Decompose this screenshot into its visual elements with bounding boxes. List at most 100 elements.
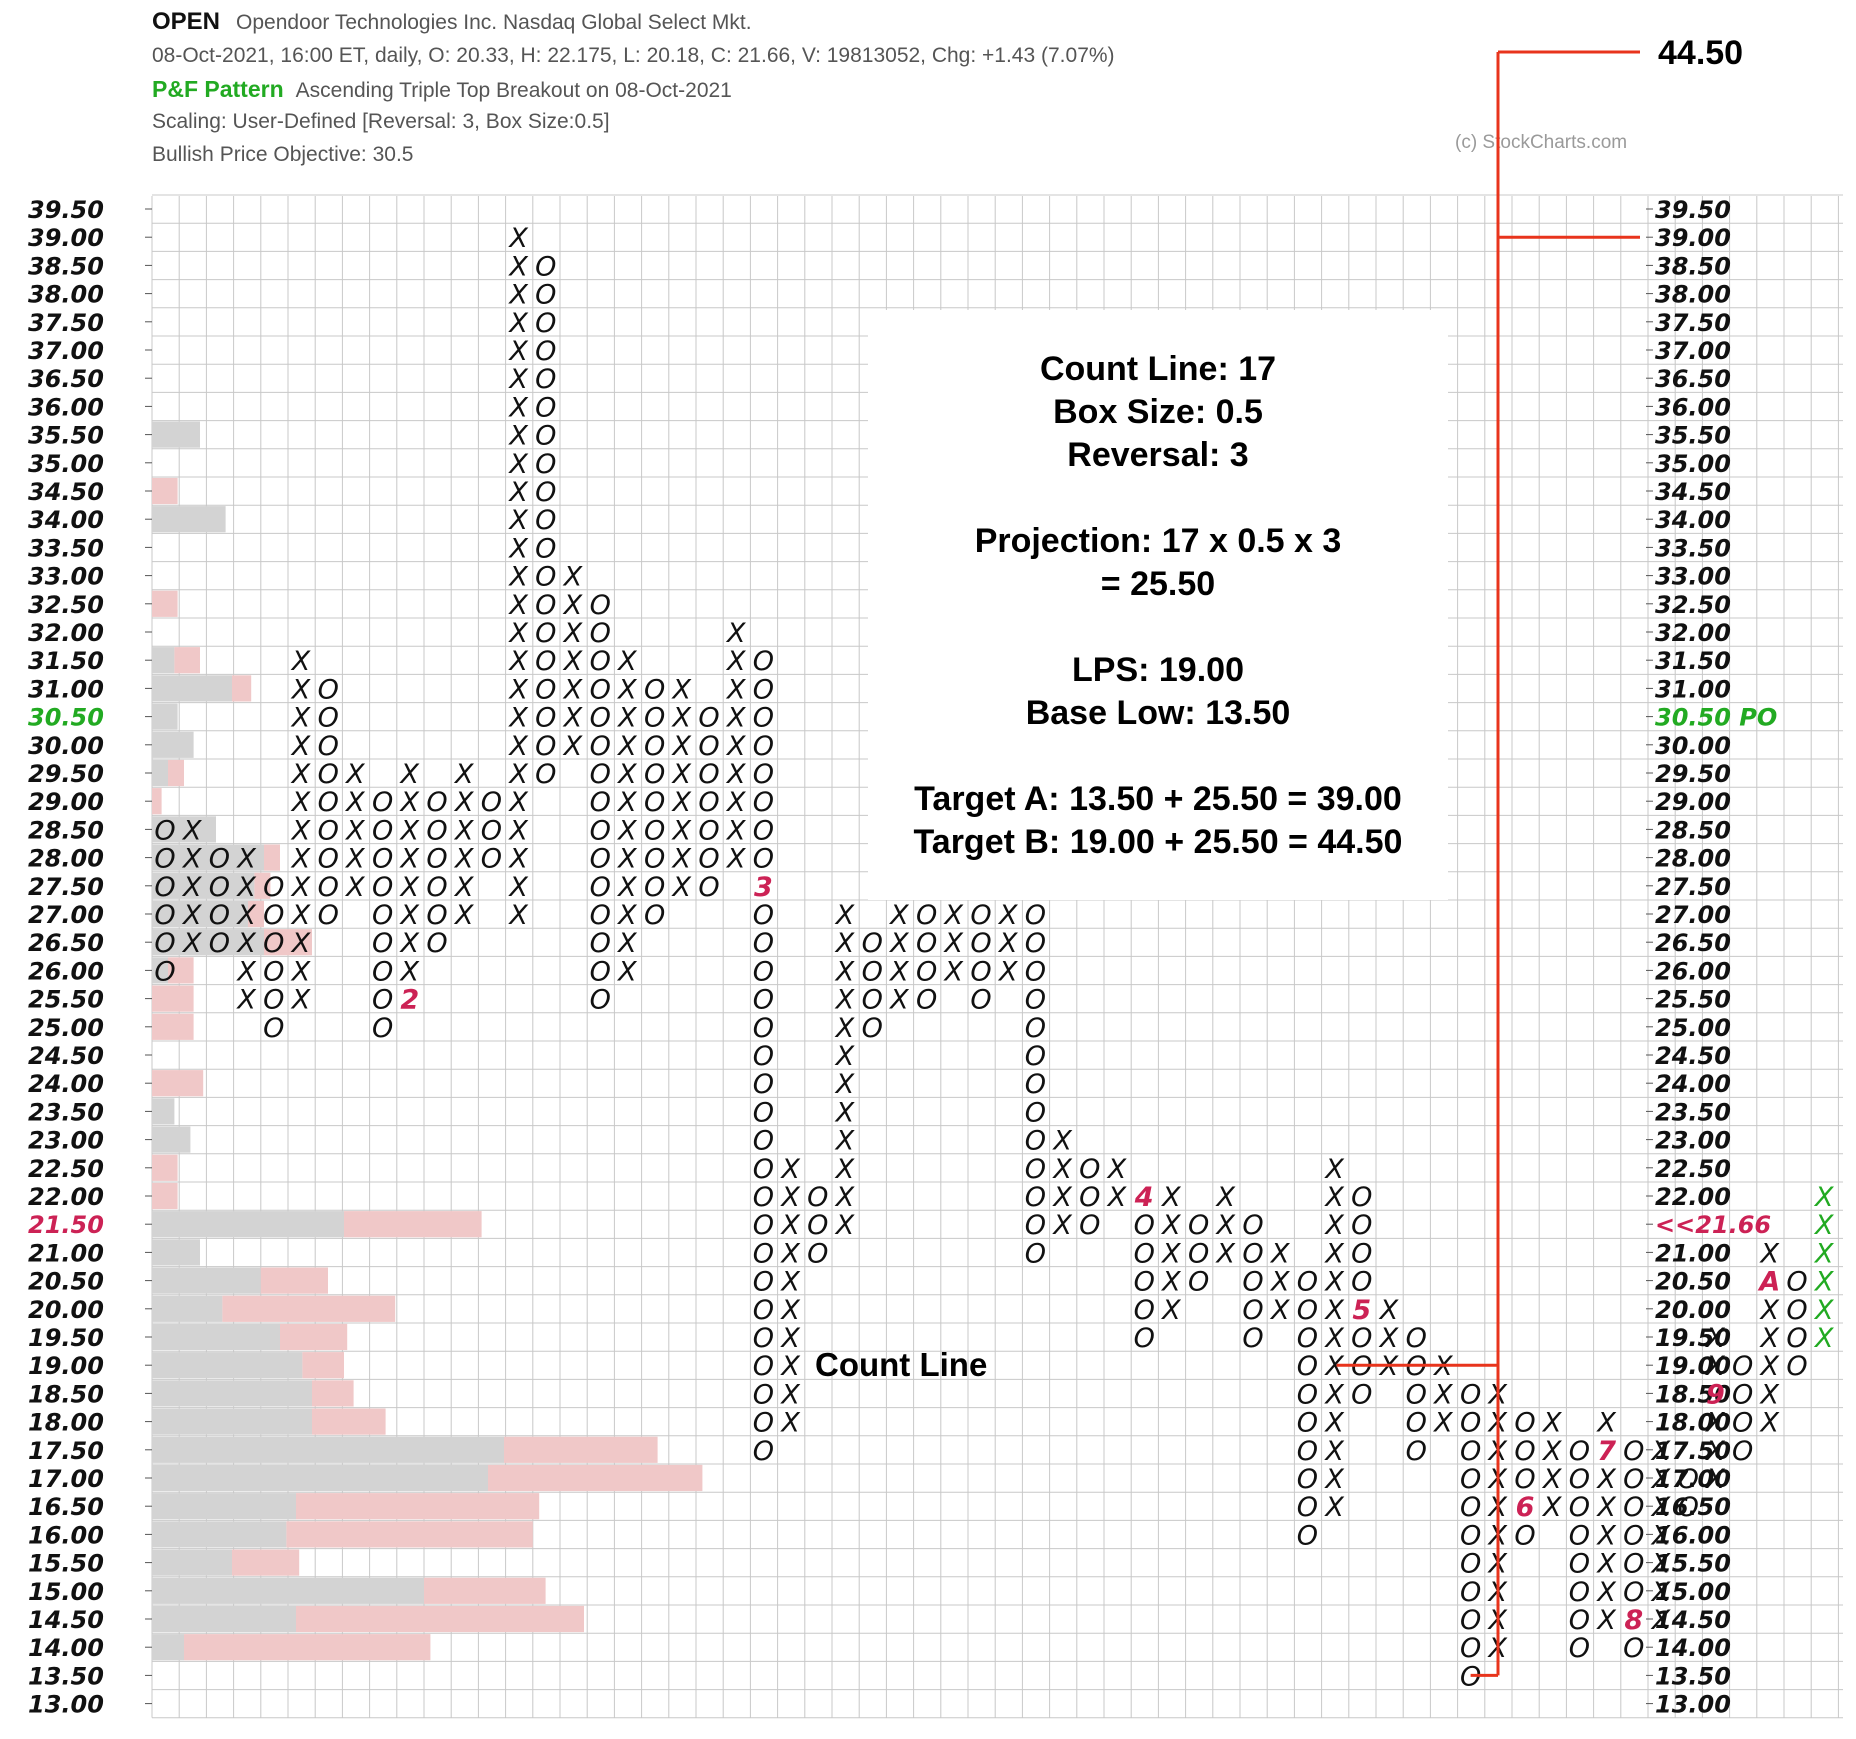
volume-bar-down (152, 1070, 204, 1097)
left-price-tick: 36.00 (28, 393, 104, 421)
x-mark: X (507, 505, 528, 536)
x-mark: X (507, 787, 528, 818)
o-mark: O (1242, 1238, 1263, 1269)
left-price-tick: 16.00 (28, 1521, 104, 1549)
x-mark: X (1595, 1577, 1616, 1608)
left-price-tick: 29.50 (28, 760, 104, 788)
o-mark: O (1460, 1549, 1481, 1580)
right-price-tick: 16.50 (1655, 1493, 1731, 1521)
x-mark: X (1595, 1464, 1616, 1495)
o-mark: O (154, 956, 175, 987)
right-price-tick: 39.50 (1655, 196, 1731, 224)
x-mark: X (1487, 1379, 1508, 1410)
right-price-tick: 36.00 (1655, 393, 1731, 421)
right-price-tick: 35.50 (1655, 422, 1731, 450)
o-mark: O (698, 844, 719, 875)
o-mark: O (154, 872, 175, 903)
o-mark: O (1025, 956, 1046, 987)
right-price-tick: 18.50 (1655, 1380, 1731, 1408)
x-mark: X (1813, 1295, 1834, 1326)
o-mark: O (535, 364, 556, 395)
volume-bar-down (260, 1267, 328, 1294)
o-mark: O (1188, 1210, 1209, 1241)
right-price-tick: 29.00 (1655, 788, 1731, 816)
right-price-tick: 15.50 (1655, 1550, 1731, 1578)
left-price-tick: 16.50 (28, 1493, 104, 1521)
left-price-tick: 38.00 (28, 281, 104, 309)
x-mark: X (562, 674, 583, 705)
x-mark: X (1269, 1238, 1290, 1269)
target-b-text: Target B: 19.00 + 25.50 = 44.50 (913, 823, 1403, 861)
o-mark: O (372, 872, 393, 903)
left-price-tick: 32.50 (28, 591, 104, 619)
x-mark: X (507, 703, 528, 734)
x-mark: X (779, 1379, 800, 1410)
x-mark: X (290, 759, 311, 790)
right-price-tick: 30.00 (1655, 732, 1731, 760)
x-mark: X (562, 590, 583, 621)
right-price-tick: 21.00 (1655, 1239, 1731, 1267)
right-price-tick: 22.50 (1655, 1155, 1731, 1183)
x-mark: X (562, 731, 583, 762)
volume-bar-up (152, 957, 168, 984)
x-mark: X (507, 815, 528, 846)
x-mark: X (1269, 1267, 1290, 1298)
o-mark: O (590, 844, 611, 875)
x-mark: X (1595, 1549, 1616, 1580)
right-price-tick: 18.00 (1655, 1409, 1731, 1437)
x-mark: X (1759, 1408, 1780, 1439)
x-mark: X (616, 674, 637, 705)
x-mark: X (290, 928, 311, 959)
o-mark: O (916, 928, 937, 959)
x-mark: X (1759, 1295, 1780, 1326)
x-mark: X (453, 844, 474, 875)
o-mark: O (644, 759, 665, 790)
o-mark: O (753, 646, 774, 677)
x-mark: X (616, 815, 637, 846)
o-mark: O (372, 787, 393, 818)
x-mark: X (181, 872, 202, 903)
o-mark: O (318, 787, 339, 818)
volume-bar-down (296, 1493, 540, 1520)
volume-bar-up (152, 844, 264, 871)
volume-bar-down (152, 590, 178, 617)
month-marker: 2 (400, 985, 419, 1016)
o-mark: O (590, 618, 611, 649)
x-mark: X (290, 674, 311, 705)
x-mark: X (888, 928, 909, 959)
o-mark: O (535, 449, 556, 480)
o-mark: O (318, 844, 339, 875)
o-mark: O (1025, 1097, 1046, 1128)
header-line-1: OPEN Opendoor Technologies Inc. Nasdaq Gl… (152, 8, 752, 36)
x-mark: X (507, 646, 528, 677)
copyright-credit: (c) StockCharts.com (1455, 132, 1628, 153)
o-mark: O (916, 956, 937, 987)
x-mark: X (725, 646, 746, 677)
right-price-tick: 15.00 (1655, 1578, 1731, 1606)
x-mark: X (834, 928, 855, 959)
x-mark: X (235, 872, 256, 903)
o-mark: O (318, 815, 339, 846)
o-mark: O (1460, 1661, 1481, 1692)
o-mark: O (590, 985, 611, 1016)
month-marker: 7 (1597, 1436, 1616, 1467)
left-price-tick: 32.00 (28, 619, 104, 647)
x-mark: X (507, 872, 528, 903)
o-mark: O (1623, 1520, 1644, 1551)
volume-profile (152, 421, 703, 1661)
right-price-tick: 22.00 (1655, 1183, 1731, 1211)
left-price-tick: 30.00 (28, 732, 104, 760)
left-price-tick: 19.00 (28, 1352, 104, 1380)
x-mark: X (562, 703, 583, 734)
o-mark: O (1079, 1210, 1100, 1241)
o-mark: O (1569, 1605, 1590, 1636)
count-annotation-box: Count Line: 17 Box Size: 0.5 Reversal: 3… (868, 310, 1448, 900)
o-mark: O (535, 421, 556, 452)
o-mark: O (1786, 1267, 1807, 1298)
right-price-tick: 34.50 (1655, 478, 1731, 506)
right-price-tick: 37.50 (1655, 309, 1731, 337)
volume-bar-up (152, 900, 248, 928)
left-price-tick: 13.00 (28, 1691, 104, 1719)
x-mark: X (1650, 1436, 1671, 1467)
left-price-tick: 17.00 (28, 1465, 104, 1493)
